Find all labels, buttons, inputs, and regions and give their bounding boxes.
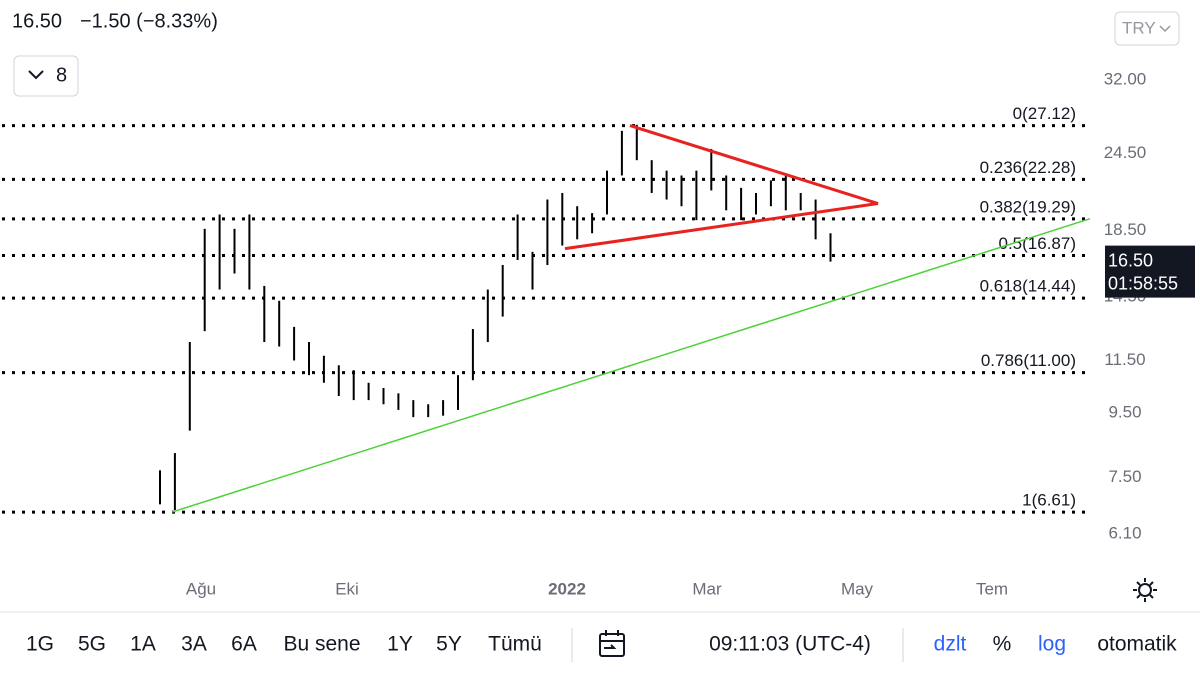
price-tag-label: 16.50: [1108, 250, 1153, 270]
y-tick-label: 18.50: [1104, 220, 1147, 239]
y-tick-label: 11.50: [1104, 350, 1145, 369]
x-tick-label: Eki: [335, 579, 359, 598]
x-tick-label: Tem: [976, 579, 1008, 598]
time-label: 09:11:03 (UTC-4): [709, 633, 871, 656]
x-tick-label: Ağu: [186, 579, 216, 598]
trendline: [629, 124, 879, 205]
y-tick-label: 24.50: [1104, 143, 1147, 162]
trendline: [564, 202, 879, 251]
scale-option[interactable]: %: [993, 633, 1012, 656]
range-button[interactable]: 3A: [181, 633, 207, 656]
range-button[interactable]: Tümü: [488, 633, 542, 656]
y-tick-label: 32.00: [1104, 70, 1147, 89]
currency-button[interactable]: [1114, 11, 1180, 46]
fib-label: 0(27.12): [1013, 104, 1076, 123]
calendar-icon[interactable]: [599, 630, 625, 657]
range-button[interactable]: 6A: [231, 633, 257, 656]
fib-label: 0.786(11.00): [981, 351, 1076, 370]
range-button[interactable]: Bu sene: [283, 633, 360, 656]
fib-label: 0.5(16.87): [999, 234, 1077, 253]
fib-label: 0.382(19.29): [980, 197, 1076, 216]
currency: TRY: [1122, 18, 1156, 37]
scale-option[interactable]: dzlt: [934, 633, 967, 656]
fib-label: 1(6.61): [1022, 491, 1076, 510]
range-button[interactable]: 1G: [26, 633, 54, 656]
y-tick-label: 6.10: [1108, 524, 1141, 543]
price-tag-countdown: 01:58:55: [1108, 273, 1178, 293]
range-button[interactable]: 5G: [78, 633, 106, 656]
price-tag: [1105, 245, 1195, 298]
header-change: −1.50 (−8.33%): [80, 10, 218, 32]
x-tick-label: May: [841, 579, 874, 598]
x-tick-label: Mar: [692, 579, 722, 598]
fib-label: 0.236(22.28): [980, 158, 1076, 177]
interval-button[interactable]: [13, 55, 79, 97]
x-tick-label: 2022: [548, 579, 586, 598]
scale-option[interactable]: log: [1038, 633, 1066, 656]
scale-option[interactable]: otomatik: [1097, 633, 1177, 656]
chevron: [1159, 25, 1171, 33]
fib-label: 0.618(14.44): [980, 277, 1076, 296]
range-button[interactable]: 5Y: [436, 633, 462, 656]
header-price: 16.50: [12, 10, 62, 32]
range-button[interactable]: 1Y: [387, 633, 413, 656]
trendline: [171, 217, 1091, 513]
range-button[interactable]: 1A: [130, 633, 156, 656]
interval-count: 8: [56, 64, 67, 86]
chevron: [28, 70, 44, 80]
y-tick-label: 7.50: [1108, 467, 1141, 486]
y-tick-label: 9.50: [1108, 402, 1141, 421]
settings-icon[interactable]: [1133, 578, 1157, 602]
